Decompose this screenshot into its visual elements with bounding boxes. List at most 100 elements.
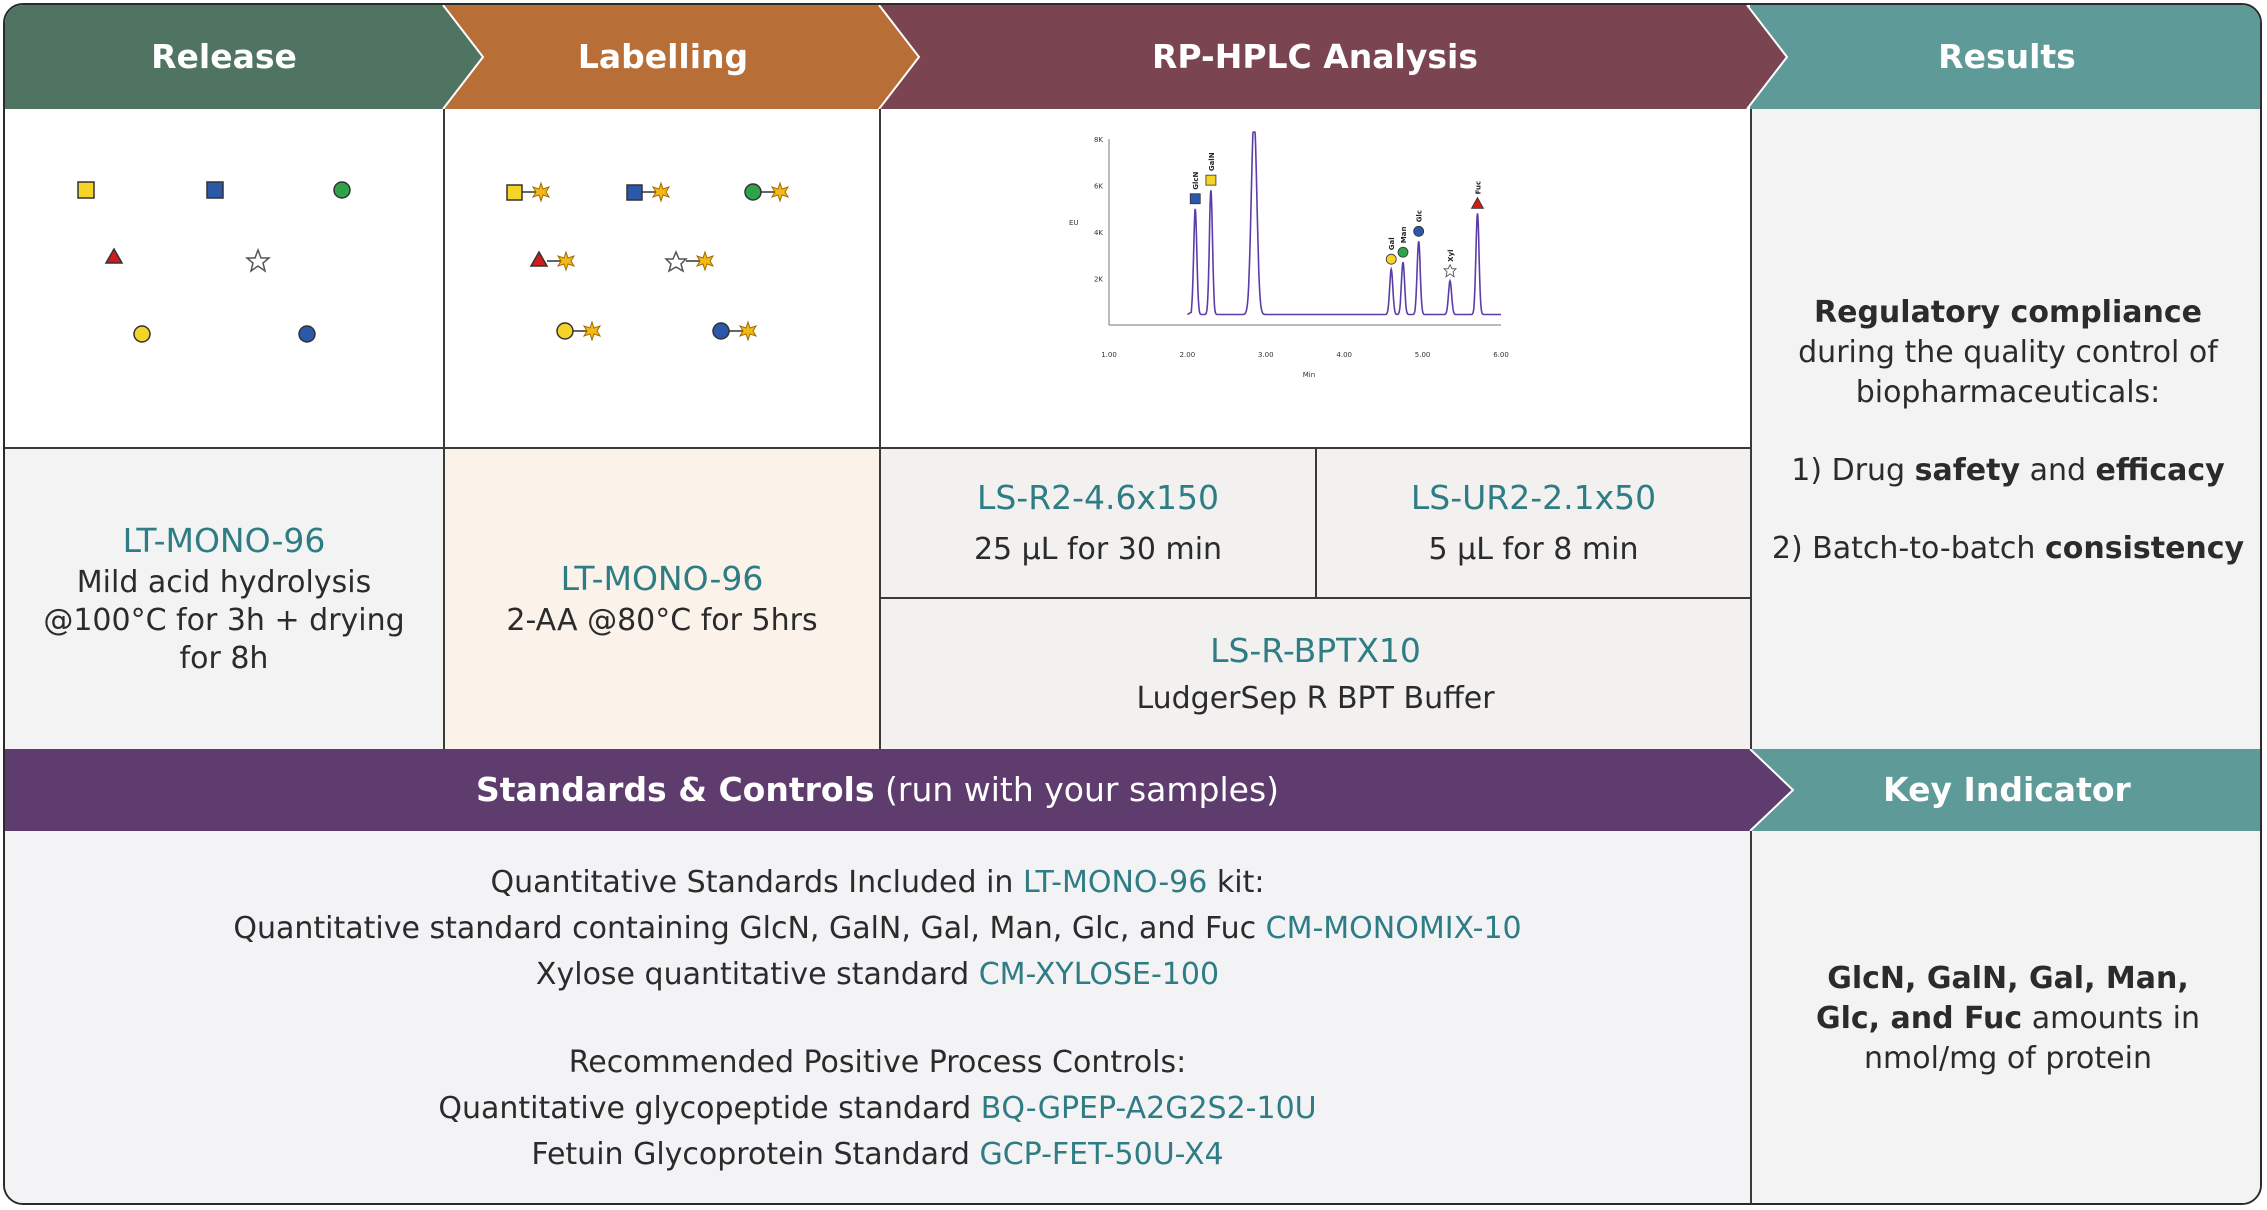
quant-standard-1: Quantitative standard containing GlcN, G… xyxy=(233,906,1521,952)
y-axis-label: EU xyxy=(1069,219,1079,227)
peak-label: Fuc xyxy=(1474,181,1482,195)
standards-panel: Quantitative Standards Included in LT-MO… xyxy=(5,831,1750,1203)
peak-marker xyxy=(1189,193,1201,205)
hplc-chromatogram-panel: 2K 4K 6K 8K 1.00 2.00 3.00 4.00 5.00 6.00 EU Min Glc… xyxy=(881,109,1750,449)
divider xyxy=(1750,831,1752,1203)
labelling-panel: LT-MONO-96 2-AA @80°C for 5hrs xyxy=(445,449,879,749)
results-item1: 1) Drug safety and efficacy xyxy=(1791,451,2224,491)
key-indicator-label: Key Indicator xyxy=(1883,770,2131,809)
buffer-desc: LudgerSep R BPT Buffer xyxy=(1136,680,1495,716)
divider xyxy=(5,447,1750,449)
results-title: Regulatory compliance xyxy=(1814,295,2202,330)
standards-header: Standards & Controls (run with your samp… xyxy=(5,749,1795,831)
labelling-header: Labelling xyxy=(443,5,921,109)
gal-circle-icon xyxy=(133,325,151,343)
galn-2aa-icon xyxy=(506,181,551,203)
labelling-line1: 2-AA @80°C for 5hrs xyxy=(506,602,818,638)
results-panel: Regulatory compliance during the quality… xyxy=(1752,109,2260,749)
x-tick-label: 6.00 xyxy=(1493,351,1509,359)
quant-heading-post: kit: xyxy=(1207,865,1265,900)
release-header-label: Release xyxy=(151,37,297,76)
ctrl1-code: BQ-GPEP-A2G2S2-10U xyxy=(980,1091,1317,1126)
labelling-header-label: Labelling xyxy=(577,37,749,76)
peak-label: GalN xyxy=(1208,152,1216,171)
buffer-code: LS-R-BPTX10 xyxy=(1210,630,1421,670)
buffer-panel: LS-R-BPTX10 LudgerSep R BPT Buffer xyxy=(881,599,1750,749)
workflow-diagram: Results RP-HPLC Analysis Labelling Relea… xyxy=(3,3,2262,1205)
xyl-star-icon xyxy=(244,247,272,273)
item1-safety: safety xyxy=(1914,453,2021,488)
peak-label: GlcN xyxy=(1192,171,1200,189)
x-tick-label: 3.00 xyxy=(1258,351,1274,359)
monosaccharide-symbols xyxy=(77,181,351,343)
column-1-panel: LS-R2-4.6x150 25 µL for 30 min xyxy=(881,449,1315,597)
galn-square-icon xyxy=(77,181,95,199)
quant1-code: CM-MONOMIX-10 xyxy=(1265,911,1522,946)
glc-circle-icon xyxy=(298,325,316,343)
man-2aa-icon xyxy=(744,181,790,203)
y-tick-label: 4K xyxy=(1094,229,1103,237)
release-monosaccharides xyxy=(5,109,443,449)
key-line1: GlcN, GalN, Gal, Man, xyxy=(1827,961,2189,996)
glcn-square-icon xyxy=(206,181,224,199)
divider xyxy=(879,109,881,749)
glcn-2aa-icon xyxy=(626,181,671,203)
x-axis-label: Min xyxy=(1303,371,1315,379)
divider xyxy=(1750,109,1752,749)
item1-and: and xyxy=(2020,453,2096,488)
analysis-header-label: RP-HPLC Analysis xyxy=(1152,37,1478,76)
glc-2aa-icon xyxy=(712,320,758,342)
column-2-desc: 5 µL for 8 min xyxy=(1428,531,1639,567)
ctrl-standard-2: Fetuin Glycoprotein Standard GCP-FET-50U… xyxy=(531,1132,1223,1178)
peak-marker xyxy=(1470,196,1485,209)
release-line2: @100°C for 3h + drying xyxy=(43,602,405,638)
analysis-header: RP-HPLC Analysis xyxy=(879,5,1789,109)
column-2-panel: LS-UR2-2.1x50 5 µL for 8 min xyxy=(1317,449,1750,597)
key-line2: Glc, and Fuc amounts in xyxy=(1816,999,2200,1039)
quant2-code: CM-XYLOSE-100 xyxy=(978,957,1220,992)
x-tick-label: 2.00 xyxy=(1180,351,1196,359)
divider xyxy=(1315,449,1317,599)
key-indicator-header: Key Indicator xyxy=(1750,749,2260,831)
x-tick-label: 1.00 xyxy=(1101,351,1117,359)
labelled-symbols xyxy=(506,181,790,342)
item2-prefix: 2) Batch-to-batch xyxy=(1771,531,2045,566)
ctrl-heading: Recommended Positive Process Controls: xyxy=(568,1045,1187,1080)
divider xyxy=(443,109,445,749)
peak-label: Gal xyxy=(1388,237,1396,250)
peak-marker xyxy=(1385,253,1397,265)
release-line1: Mild acid hydrolysis xyxy=(76,564,372,600)
peak-marker xyxy=(1443,263,1458,278)
standards-title: Standards & Controls xyxy=(475,770,875,809)
quant-heading-text: Quantitative Standards Included in xyxy=(490,865,1023,900)
item1-efficacy: efficacy xyxy=(2095,453,2225,488)
key-line3: nmol/mg of protein xyxy=(1864,1041,2152,1076)
man-circle-icon xyxy=(333,181,351,199)
ctrl1-text: Quantitative glycopeptide standard xyxy=(438,1091,981,1126)
release-panel: LT-MONO-96 Mild acid hydrolysis @100°C f… xyxy=(5,449,443,749)
x-tick-label: 5.00 xyxy=(1415,351,1431,359)
gal-2aa-icon xyxy=(556,320,602,342)
column-1-code: LS-R2-4.6x150 xyxy=(976,477,1220,517)
results-header: Results xyxy=(1750,5,2260,109)
peak-marker xyxy=(1397,246,1409,258)
ctrl2-code: GCP-FET-50U-X4 xyxy=(979,1137,1224,1172)
quant-heading: Quantitative Standards Included in LT-MO… xyxy=(491,860,1265,906)
hplc-chromatogram: 2K 4K 6K 8K 1.00 2.00 3.00 4.00 5.00 6.00 EU Min Glc… xyxy=(1069,131,1509,379)
quant2-text: Xylose quantitative standard xyxy=(535,957,979,992)
fuc-2aa-icon xyxy=(529,250,576,272)
release-header: Release xyxy=(5,5,485,109)
divider xyxy=(879,597,1750,599)
key-line2-rest: amounts in xyxy=(2022,1001,2200,1036)
xyl-2aa-icon xyxy=(664,250,715,273)
labelled-monosaccharides xyxy=(445,109,879,449)
labelling-kit-code: LT-MONO-96 xyxy=(560,558,764,598)
column-1-desc: 25 µL for 30 min xyxy=(973,531,1223,567)
key-line2-bold: Glc, and Fuc xyxy=(1815,1001,2023,1036)
quant-heading-code: LT-MONO-96 xyxy=(1022,865,1208,900)
peak-marker xyxy=(1413,225,1425,237)
x-tick-label: 4.00 xyxy=(1336,351,1352,359)
item1-prefix: 1) Drug xyxy=(1791,453,1915,488)
quant-standard-2: Xylose quantitative standard CM-XYLOSE-1… xyxy=(536,952,1219,998)
standards-subtitle: (run with your samples) xyxy=(874,770,1280,809)
